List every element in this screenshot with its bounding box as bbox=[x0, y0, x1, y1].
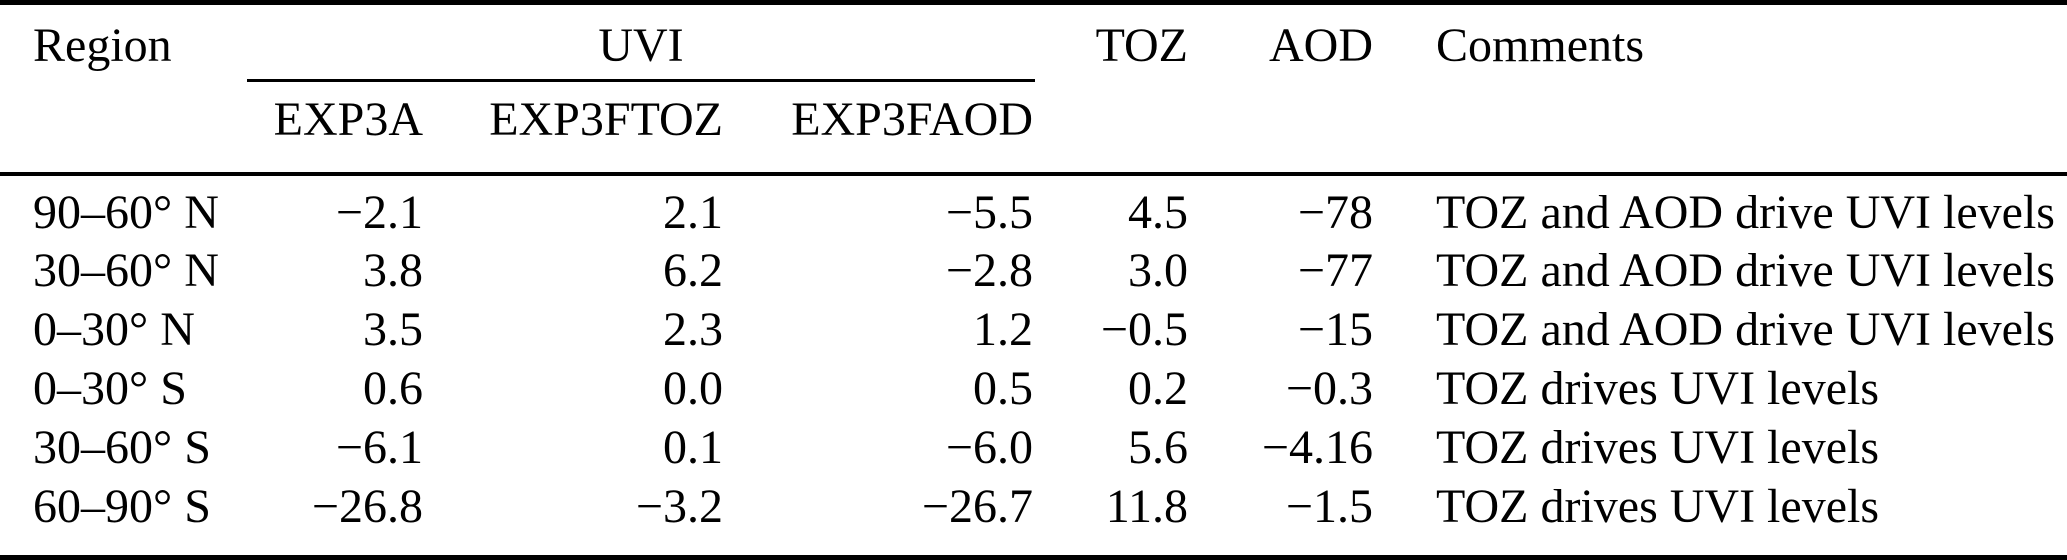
column-header-exp3faod: EXP3FAOD bbox=[791, 92, 1033, 146]
cell-toz: 0.2 bbox=[1128, 361, 1188, 415]
cell-region: 30–60° N bbox=[33, 243, 219, 297]
cell-aod: −77 bbox=[1297, 243, 1373, 297]
table-row: 90–60° N −2.1 2.1 −5.5 4.5 −78 TOZ and A… bbox=[0, 172, 2067, 241]
cell-region: 0–30° S bbox=[33, 361, 187, 415]
table-row: 0–30° S 0.6 0.0 0.5 0.2 −0.3 TOZ drives … bbox=[0, 359, 2067, 418]
cell-toz: 11.8 bbox=[1105, 479, 1188, 533]
header-row-main: Region UVI TOZ AOD Comments bbox=[0, 5, 2067, 82]
table-row: 60–90° S −26.8 −3.2 −26.7 11.8 −1.5 TOZ … bbox=[0, 477, 2067, 548]
cell-aod: −15 bbox=[1297, 302, 1373, 356]
cell-exp3a: 3.5 bbox=[363, 302, 423, 356]
cell-exp3faod: −6.0 bbox=[945, 420, 1033, 474]
cell-comments: TOZ and AOD drive UVI levels bbox=[1375, 172, 2067, 241]
cell-toz: 4.5 bbox=[1035, 172, 1190, 241]
table-body: 90–60° N −2.1 2.1 −5.5 4.5 −78 TOZ and A… bbox=[0, 172, 2067, 548]
cell-comments: TOZ drives UVI levels bbox=[1436, 420, 1880, 474]
cell-comments: TOZ drives UVI levels bbox=[1436, 361, 1880, 415]
cell-exp3a: 3.8 bbox=[363, 243, 423, 297]
table-row: 30–60° S −6.1 0.1 −6.0 5.6 −4.16 TOZ dri… bbox=[0, 418, 2067, 477]
cell-toz: 3.0 bbox=[1128, 243, 1188, 297]
table-row: 0–30° N 3.5 2.3 1.2 −0.5 −15 TOZ and AOD… bbox=[0, 300, 2067, 359]
cell-exp3a: −26.8 bbox=[311, 479, 423, 533]
cell-exp3ftoz: 0.1 bbox=[663, 420, 723, 474]
cell-exp3ftoz: −3.2 bbox=[635, 479, 723, 533]
cell-region: 30–60° S bbox=[33, 420, 211, 474]
cell-region: 60–90° S bbox=[33, 479, 211, 533]
column-header-comments: Comments bbox=[1436, 19, 1645, 72]
cell-exp3ftoz: 2.1 bbox=[425, 172, 725, 241]
cell-exp3faod: −26.7 bbox=[921, 479, 1033, 533]
column-group-header-uvi: UVI bbox=[247, 5, 1035, 82]
cell-comments: TOZ and AOD drive UVI levels bbox=[1436, 302, 2055, 356]
column-header-exp3a: EXP3A bbox=[273, 92, 423, 146]
cell-exp3a: −6.1 bbox=[335, 420, 423, 474]
cell-region: 0–30° N bbox=[33, 302, 195, 356]
cell-aod: −78 bbox=[1190, 172, 1375, 241]
cell-exp3a: −2.1 bbox=[247, 172, 425, 241]
table-header: Region UVI TOZ AOD Comments EXP3A EXP3FT… bbox=[0, 5, 2067, 174]
cell-region: 90–60° N bbox=[0, 172, 247, 241]
column-header-exp3ftoz: EXP3FTOZ bbox=[489, 92, 723, 146]
cell-exp3ftoz: 0.0 bbox=[663, 361, 723, 415]
results-table: Region UVI TOZ AOD Comments EXP3A EXP3FT… bbox=[0, 5, 2067, 548]
column-header-region: Region bbox=[33, 19, 172, 72]
column-header-toz: TOZ bbox=[1095, 19, 1188, 72]
cell-comments: TOZ and AOD drive UVI levels bbox=[1436, 243, 2055, 297]
cell-aod: −0.3 bbox=[1285, 361, 1373, 415]
cell-exp3faod: 1.2 bbox=[973, 302, 1033, 356]
cell-comments: TOZ drives UVI levels bbox=[1436, 479, 1880, 533]
cell-exp3a: 0.6 bbox=[363, 361, 423, 415]
cell-aod: −1.5 bbox=[1285, 479, 1373, 533]
table-row: 30–60° N 3.8 6.2 −2.8 3.0 −77 TOZ and AO… bbox=[0, 241, 2067, 300]
column-header-aod: AOD bbox=[1269, 19, 1373, 72]
cell-aod: −4.16 bbox=[1261, 420, 1373, 474]
cell-toz: 5.6 bbox=[1128, 420, 1188, 474]
cell-exp3faod: −5.5 bbox=[725, 172, 1035, 241]
cell-exp3faod: −2.8 bbox=[945, 243, 1033, 297]
header-row-sub: EXP3A EXP3FTOZ EXP3FAOD bbox=[0, 80, 2067, 174]
cell-exp3faod: 0.5 bbox=[973, 361, 1033, 415]
cell-exp3ftoz: 2.3 bbox=[663, 302, 723, 356]
cell-toz: −0.5 bbox=[1100, 302, 1188, 356]
cell-exp3ftoz: 6.2 bbox=[663, 243, 723, 297]
